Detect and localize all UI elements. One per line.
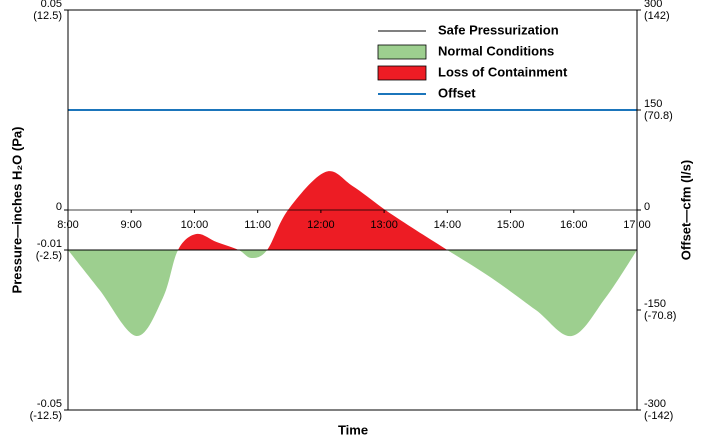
tick-label: 0.05 bbox=[41, 0, 62, 10]
tick-label: 300 bbox=[644, 0, 662, 10]
tick-sublabel: (-2.5) bbox=[36, 250, 62, 262]
tick-label: 0 bbox=[644, 201, 650, 213]
tick-sublabel: (12.5) bbox=[33, 10, 62, 22]
tick-sublabel: (70.8) bbox=[644, 110, 673, 122]
tick-sublabel: (-142) bbox=[644, 410, 673, 422]
legend-label: Safe Pressurization bbox=[438, 22, 559, 37]
x-tick-label: 17:00 bbox=[623, 219, 651, 231]
normal-area bbox=[68, 250, 637, 337]
x-tick-label: 10:00 bbox=[181, 219, 209, 231]
tick-sublabel: (-70.8) bbox=[644, 310, 676, 322]
x-axis-title: Time bbox=[338, 422, 368, 437]
legend-label: Offset bbox=[438, 85, 476, 100]
x-tick-label: 15:00 bbox=[497, 219, 525, 231]
x-tick-label: 8:00 bbox=[57, 219, 78, 231]
x-tick-label: 9:00 bbox=[121, 219, 142, 231]
tick-sublabel: (-12.5) bbox=[30, 410, 62, 422]
tick-label: -150 bbox=[644, 298, 666, 310]
legend-label: Loss of Containment bbox=[438, 64, 568, 79]
x-tick-label: 14:00 bbox=[434, 219, 462, 231]
y-axis-title: Pressure—inches H₂O (Pa) bbox=[9, 127, 24, 294]
loss-area bbox=[68, 171, 637, 250]
x-tick-label: 13:00 bbox=[370, 219, 398, 231]
tick-label: -0.01 bbox=[37, 238, 62, 250]
x-tick-label: 11:00 bbox=[244, 219, 271, 231]
tick-label: -0.05 bbox=[37, 398, 62, 410]
tick-label: 150 bbox=[644, 98, 662, 110]
tick-label: -300 bbox=[644, 398, 666, 410]
y2-axis-title: Offset—cfm (l/s) bbox=[678, 160, 693, 260]
tick-label: 0 bbox=[56, 201, 62, 213]
tick-sublabel: (142) bbox=[644, 10, 670, 22]
legend-swatch bbox=[377, 44, 427, 60]
x-tick-label: 12:00 bbox=[307, 219, 335, 231]
legend-swatch bbox=[377, 65, 427, 81]
legend-label: Normal Conditions bbox=[438, 43, 554, 58]
x-tick-label: 16:00 bbox=[560, 219, 588, 231]
